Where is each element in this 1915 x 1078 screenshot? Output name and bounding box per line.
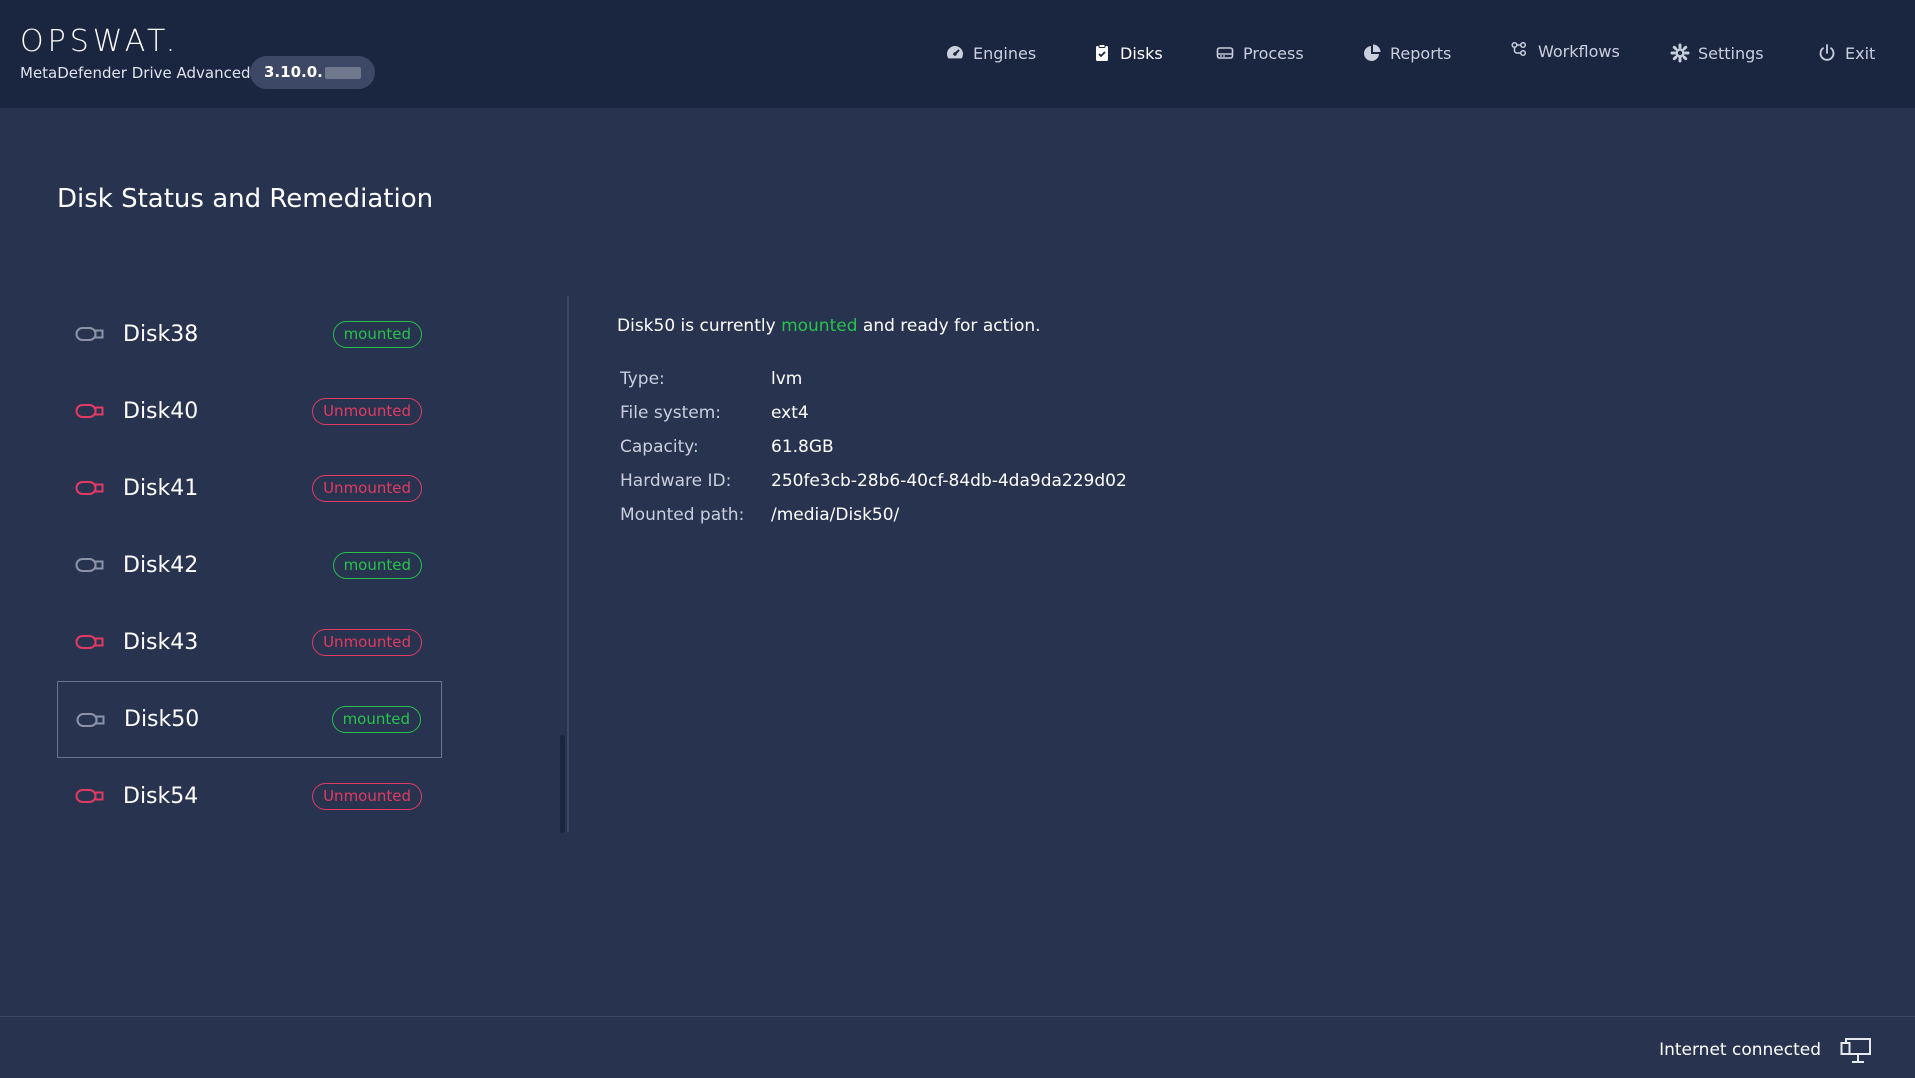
nav-settings-label: Settings <box>1698 43 1764 63</box>
disk-item-disk41[interactable]: Disk41 Unmounted <box>57 450 442 527</box>
prop-value: lvm <box>771 369 803 389</box>
product-name: MetaDefender Drive Advanced <box>20 64 251 82</box>
workflow-icon <box>1511 41 1527 57</box>
prop-value: ext4 <box>771 403 809 423</box>
disk-name: Disk42 <box>123 553 199 578</box>
clipboard-check-icon <box>1096 44 1108 61</box>
status-prefix: Disk50 is currently <box>617 316 776 336</box>
prop-label: Capacity: <box>620 437 699 457</box>
usb-drive-icon <box>75 635 104 649</box>
prop-label: Hardware ID: <box>620 471 732 491</box>
nav-engines[interactable]: Engines <box>945 43 1036 63</box>
brand: OPSWAT. MetaDefender Drive Advanced <box>20 24 251 83</box>
usb-drive-icon <box>75 327 104 341</box>
nav-process-label: Process <box>1243 43 1304 63</box>
disk-name: Disk40 <box>123 399 199 424</box>
disk-status-badge: Unmounted <box>312 398 422 425</box>
usb-drive-icon <box>76 713 105 727</box>
nav-exit-label: Exit <box>1845 43 1876 63</box>
disk-item-disk50[interactable]: Disk50 mounted <box>57 681 442 758</box>
disk-item-disk54[interactable]: Disk54 Unmounted <box>57 758 442 835</box>
disk-status-badge: mounted <box>332 321 422 348</box>
nav-workflows[interactable]: Workflows <box>1510 41 1620 61</box>
nav-workflows-label: Workflows <box>1538 41 1620 61</box>
disk-status-badge: Unmounted <box>312 629 422 656</box>
status-word: mounted <box>781 316 858 336</box>
list-divider <box>567 296 569 832</box>
page-title: Disk Status and Remediation <box>57 184 434 214</box>
nav-settings[interactable]: Settings <box>1670 43 1764 63</box>
disk-item-disk43[interactable]: Disk43 Unmounted <box>57 604 442 681</box>
disk-name: Disk41 <box>123 476 199 501</box>
usb-drive-icon <box>75 558 104 572</box>
disk-status-badge: Unmounted <box>312 475 422 502</box>
prop-value: 250fe3cb-28b6-40cf-84db-4da9da229d02 <box>771 471 1127 491</box>
opswat-logo: OPSWAT. <box>20 24 180 59</box>
disk-status-badge: mounted <box>331 706 421 733</box>
prop-value: /media/Disk50/ <box>771 505 900 525</box>
usb-drive-icon <box>75 481 104 495</box>
network-status-text: Internet connected <box>1659 1040 1821 1060</box>
nav-disks-label: Disks <box>1120 43 1163 63</box>
status-suffix: and ready for action. <box>862 316 1041 336</box>
prop-label: Mounted path: <box>620 505 745 525</box>
pie-chart-icon <box>1364 44 1381 61</box>
network-monitor-icon <box>1840 1038 1871 1063</box>
nav-exit[interactable]: Exit <box>1817 43 1875 63</box>
usb-drive-icon <box>75 404 104 418</box>
gear-icon <box>1670 43 1690 63</box>
speedometer-icon <box>947 46 964 59</box>
disk-item-disk42[interactable]: Disk42 mounted <box>57 527 442 604</box>
nav-reports[interactable]: Reports <box>1362 43 1451 63</box>
disk-name: Disk50 <box>124 707 200 732</box>
disk-status-badge: mounted <box>332 552 422 579</box>
top-header: OPSWAT. MetaDefender Drive Advanced 3.10… <box>0 0 1915 108</box>
version-text: 3.10.0. <box>264 63 323 81</box>
prop-label: File system: <box>620 403 722 423</box>
nav-disks[interactable]: Disks <box>1092 43 1163 63</box>
disk-item-disk38[interactable]: Disk38 mounted <box>57 296 442 373</box>
nav-reports-label: Reports <box>1390 43 1452 63</box>
disk-name: Disk54 <box>123 784 199 809</box>
usb-drive-icon <box>75 789 104 803</box>
power-icon <box>1819 44 1835 61</box>
prop-label: Type: <box>620 369 665 389</box>
status-footer: Internet connected <box>0 1016 1915 1078</box>
disk-list: Disk38 mounted Disk40 Unmounted Disk41 Unmoun… <box>57 296 442 835</box>
disk-item-disk40[interactable]: Disk40 Unmounted <box>57 373 442 450</box>
redacted-version-suffix <box>324 66 361 79</box>
version-badge: 3.10.0. <box>250 56 375 89</box>
nav-engines-label: Engines <box>973 43 1037 63</box>
list-scrollbar[interactable] <box>560 735 565 833</box>
prop-value: 61.8GB <box>771 437 834 457</box>
nav-process[interactable]: Process <box>1215 43 1304 63</box>
disk-detail-panel: Disk50 is currently mounted and ready fo… <box>617 316 1127 525</box>
disk-status-message: Disk50 is currently mounted and ready fo… <box>617 316 1041 336</box>
disk-name: Disk38 <box>123 322 199 347</box>
disk-status-badge: Unmounted <box>312 783 422 810</box>
disk-name: Disk43 <box>123 630 199 655</box>
drive-icon <box>1216 47 1234 59</box>
